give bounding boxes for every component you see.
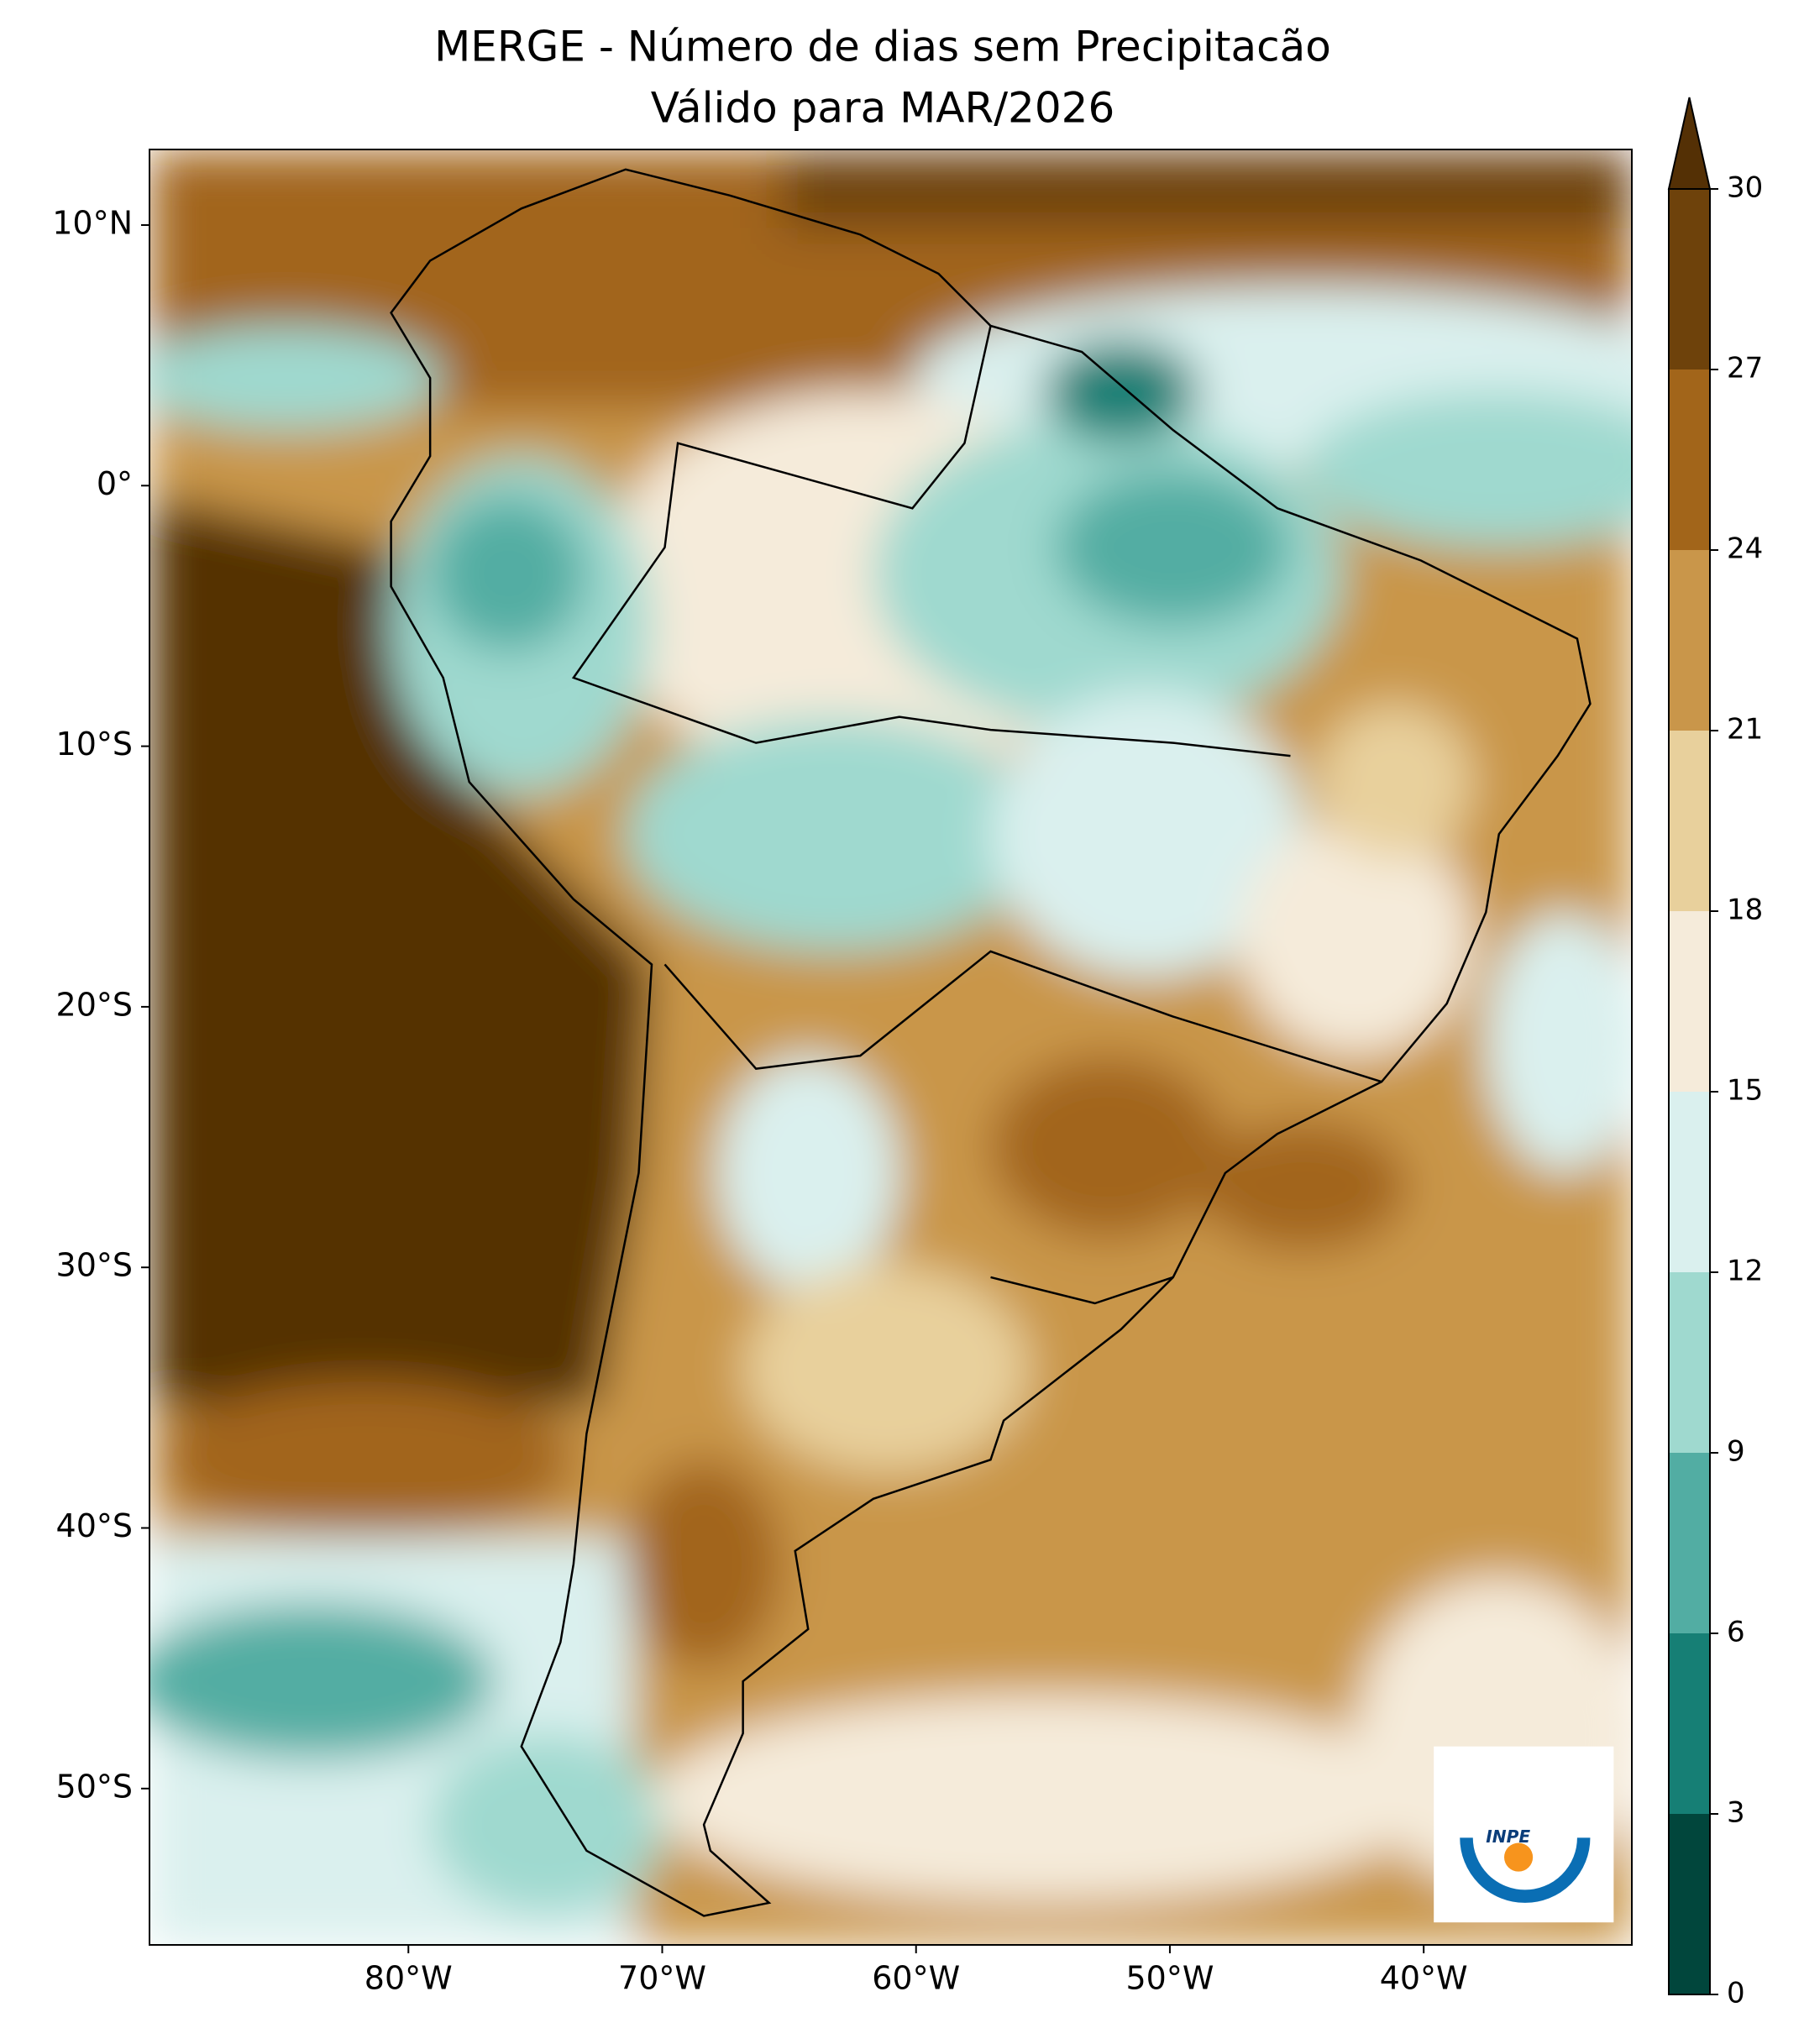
subtitle: Válido para MAR/2026 (651, 84, 1115, 133)
colorbar-tick-label: 27 (1727, 352, 1763, 385)
map-frame (149, 149, 1633, 1946)
x-tick-label: 40°W (1380, 1960, 1468, 1997)
colorbar-tick-label: 3 (1727, 1796, 1745, 1830)
y-tick-label: 20°S (56, 986, 133, 1023)
y-tick-label: 40°S (56, 1507, 133, 1544)
x-tick-label: 80°W (364, 1960, 453, 1997)
colorbar-tick-label: 0 (1727, 1977, 1745, 2010)
colorbar-band (1669, 911, 1710, 1092)
colorbar-tick-label: 30 (1727, 171, 1763, 205)
title: MERGE - Número de dias sem Precipitacão (434, 23, 1331, 71)
x-tick-label: 50°W (1125, 1960, 1214, 1997)
map: INPE (149, 149, 1632, 1945)
colorbar-band (1669, 1272, 1710, 1453)
colorbar-tick-label: 15 (1727, 1074, 1763, 1108)
colorbar-tick-label: 18 (1727, 894, 1763, 927)
colorbar-band (1669, 189, 1710, 369)
colorbar-tick-label: 6 (1727, 1616, 1745, 1649)
logo-text: INPE (1486, 1826, 1530, 1847)
colorbar-band (1669, 1633, 1710, 1814)
y-tick-label: 0° (97, 465, 133, 502)
colorbar-tick-label: 21 (1727, 713, 1763, 747)
colorbar-band (1669, 1453, 1710, 1633)
x-tick-label: 60°W (872, 1960, 960, 1997)
colorbar-tick-label: 24 (1727, 532, 1763, 566)
y-tick-label: 30°S (56, 1247, 133, 1284)
colorbar-band (1669, 731, 1710, 911)
colorbar-extend (1667, 97, 1712, 190)
y-tick-label: 50°S (56, 1768, 133, 1805)
colorbar-band (1669, 1814, 1710, 1994)
colorbar-band (1669, 369, 1710, 550)
colorbar-band (1669, 1092, 1710, 1272)
y-tick-label: 10°N (52, 204, 133, 241)
x-tick-label: 70°W (618, 1960, 706, 1997)
colorbar-tick-label: 9 (1727, 1435, 1745, 1469)
y-tick-label: 10°S (56, 726, 133, 763)
colorbar-tick-label: 12 (1727, 1255, 1763, 1288)
colorbar-band (1669, 550, 1710, 731)
